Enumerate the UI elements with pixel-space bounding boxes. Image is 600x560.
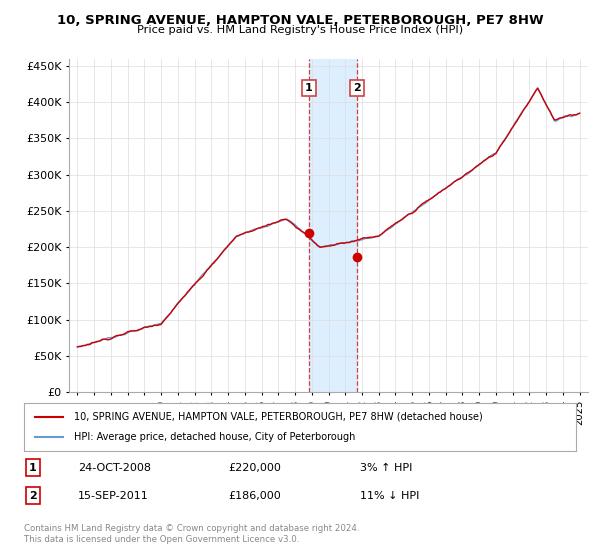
Text: 1: 1 [305,83,313,93]
Text: 10, SPRING AVENUE, HAMPTON VALE, PETERBOROUGH, PE7 8HW (detached house): 10, SPRING AVENUE, HAMPTON VALE, PETERBO… [74,412,482,422]
Text: £220,000: £220,000 [228,463,281,473]
Text: 15-SEP-2011: 15-SEP-2011 [78,491,149,501]
Text: Price paid vs. HM Land Registry's House Price Index (HPI): Price paid vs. HM Land Registry's House … [137,25,463,35]
Text: 2: 2 [353,83,361,93]
Text: 3% ↑ HPI: 3% ↑ HPI [360,463,412,473]
Text: 10, SPRING AVENUE, HAMPTON VALE, PETERBOROUGH, PE7 8HW: 10, SPRING AVENUE, HAMPTON VALE, PETERBO… [56,14,544,27]
Text: 2: 2 [29,491,37,501]
Text: HPI: Average price, detached house, City of Peterborough: HPI: Average price, detached house, City… [74,432,355,442]
Text: Contains HM Land Registry data © Crown copyright and database right 2024.
This d: Contains HM Land Registry data © Crown c… [24,524,359,544]
Text: 1: 1 [29,463,37,473]
Text: 11% ↓ HPI: 11% ↓ HPI [360,491,419,501]
Bar [309,59,357,392]
Text: £186,000: £186,000 [228,491,281,501]
Text: 24-OCT-2008: 24-OCT-2008 [78,463,151,473]
